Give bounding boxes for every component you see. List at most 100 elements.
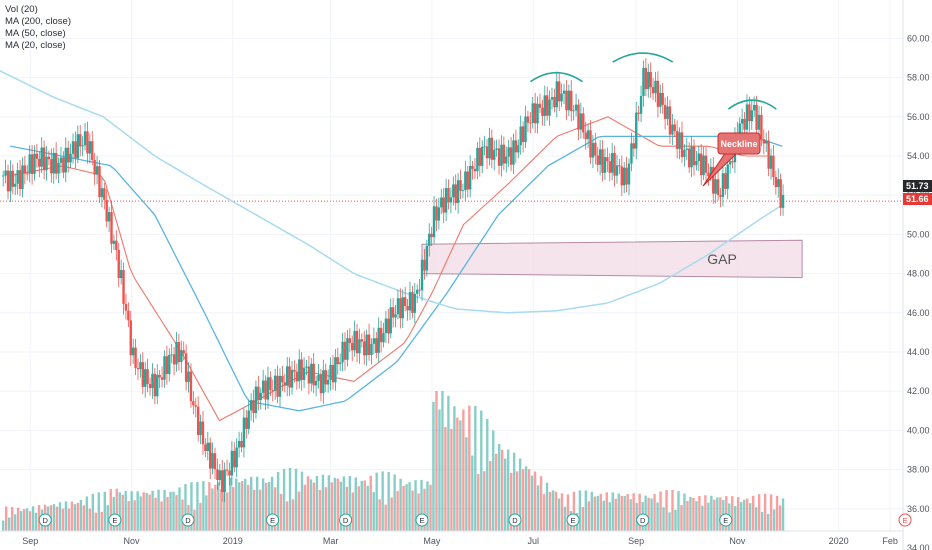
candle-body [428, 233, 431, 246]
candle-body [264, 380, 267, 400]
candle-body [420, 259, 424, 291]
candle-body [596, 155, 599, 165]
volume-bar [542, 494, 546, 531]
candle-body [712, 166, 715, 194]
candle-body [675, 131, 679, 149]
candle-body [95, 166, 99, 175]
volume-bar [396, 491, 399, 531]
candle-body [781, 194, 785, 208]
volume-bar [411, 490, 414, 531]
candle-body [555, 81, 559, 108]
volume-bar [659, 491, 662, 531]
candle-body [550, 97, 554, 100]
candle-body [168, 354, 171, 375]
last-price-tag: 51.73 [906, 181, 929, 191]
volume-bar [506, 449, 510, 531]
event-marker-label: D [185, 516, 191, 525]
candle-body [408, 292, 412, 311]
candle-body [23, 165, 27, 174]
volume-bar [626, 493, 629, 531]
candle-body [683, 149, 686, 158]
volume-bar [300, 471, 304, 531]
volume-bar [399, 478, 402, 531]
volume-bar [25, 508, 29, 531]
candle-body [98, 166, 101, 198]
event-marker-circle [339, 513, 353, 527]
candle-body [411, 292, 414, 313]
legend-item-volume[interactable]: Vol (20) [5, 4, 38, 15]
volume-bar [468, 405, 471, 531]
candle-body [199, 421, 202, 436]
candle-body [124, 303, 128, 311]
candle-body [117, 249, 120, 279]
volume-bar [647, 497, 650, 531]
candle-body [91, 141, 94, 160]
candle-body [100, 188, 104, 198]
candle-body [644, 68, 648, 90]
candle-body [259, 392, 262, 401]
shoulder-arc [529, 71, 583, 83]
candle-body [40, 147, 43, 167]
candle-body [177, 342, 181, 363]
x-tick-label: Mar [323, 536, 339, 546]
candle-body [586, 130, 590, 140]
candle-body [406, 306, 409, 311]
volume-bar [683, 493, 686, 531]
volume-bar [515, 471, 519, 531]
volume-bar [447, 395, 450, 531]
y-tick-label: 36.00 [907, 504, 930, 514]
volume-bars [2, 391, 785, 531]
candle-body [194, 405, 197, 407]
volume-bar [7, 517, 11, 531]
candle-body [777, 179, 780, 187]
volume-bar [100, 511, 104, 531]
volume-bar [82, 505, 86, 531]
candle-body [678, 132, 681, 149]
candle-body [254, 386, 258, 414]
candle-body [360, 339, 364, 342]
volume-bar [127, 501, 130, 531]
x-axis-labels: SepNov2019MarMayJulSepNov2020FebApr [22, 536, 898, 546]
volume-bar [211, 488, 214, 531]
legend-item-ma20[interactable]: MA (20, close) [5, 40, 66, 51]
volume-bar [378, 499, 381, 531]
candle-body [30, 154, 34, 174]
candle-body [750, 110, 753, 122]
volume-bar [751, 495, 755, 531]
candle-body [726, 164, 729, 189]
candle-body [413, 293, 416, 313]
candle-body [242, 417, 246, 448]
volume-bar [662, 507, 665, 531]
candle-body [319, 374, 323, 394]
candle-body [610, 153, 614, 173]
candle-body [38, 158, 41, 167]
legend-item-ma50[interactable]: MA (50, close) [5, 28, 66, 39]
event-marker-circle [181, 513, 195, 527]
volume-bar [139, 496, 142, 531]
volume-bar [584, 490, 588, 531]
candle-body [630, 143, 633, 164]
volume-bar [79, 500, 83, 531]
volume-bar [548, 492, 552, 531]
legend-item-ma200[interactable]: MA (200, close) [5, 16, 71, 27]
volume-bar [264, 482, 268, 531]
candle-body [312, 363, 315, 386]
annotations: Neckline [702, 132, 761, 187]
candle-body [601, 149, 604, 173]
candle-body [521, 126, 525, 143]
candle-body [437, 207, 441, 221]
candle-body [367, 334, 371, 355]
candle-body [343, 341, 347, 360]
volume-bar [710, 495, 713, 531]
candle-body [560, 93, 563, 102]
volume-bar [581, 507, 585, 531]
candle-body [286, 366, 289, 386]
candle-body [110, 212, 113, 244]
volume-bar [701, 505, 704, 531]
gap-zone [421, 239, 803, 279]
candle-body [298, 359, 301, 382]
candle-body [281, 375, 284, 383]
candle-body [387, 318, 390, 334]
candle-body [300, 359, 303, 380]
